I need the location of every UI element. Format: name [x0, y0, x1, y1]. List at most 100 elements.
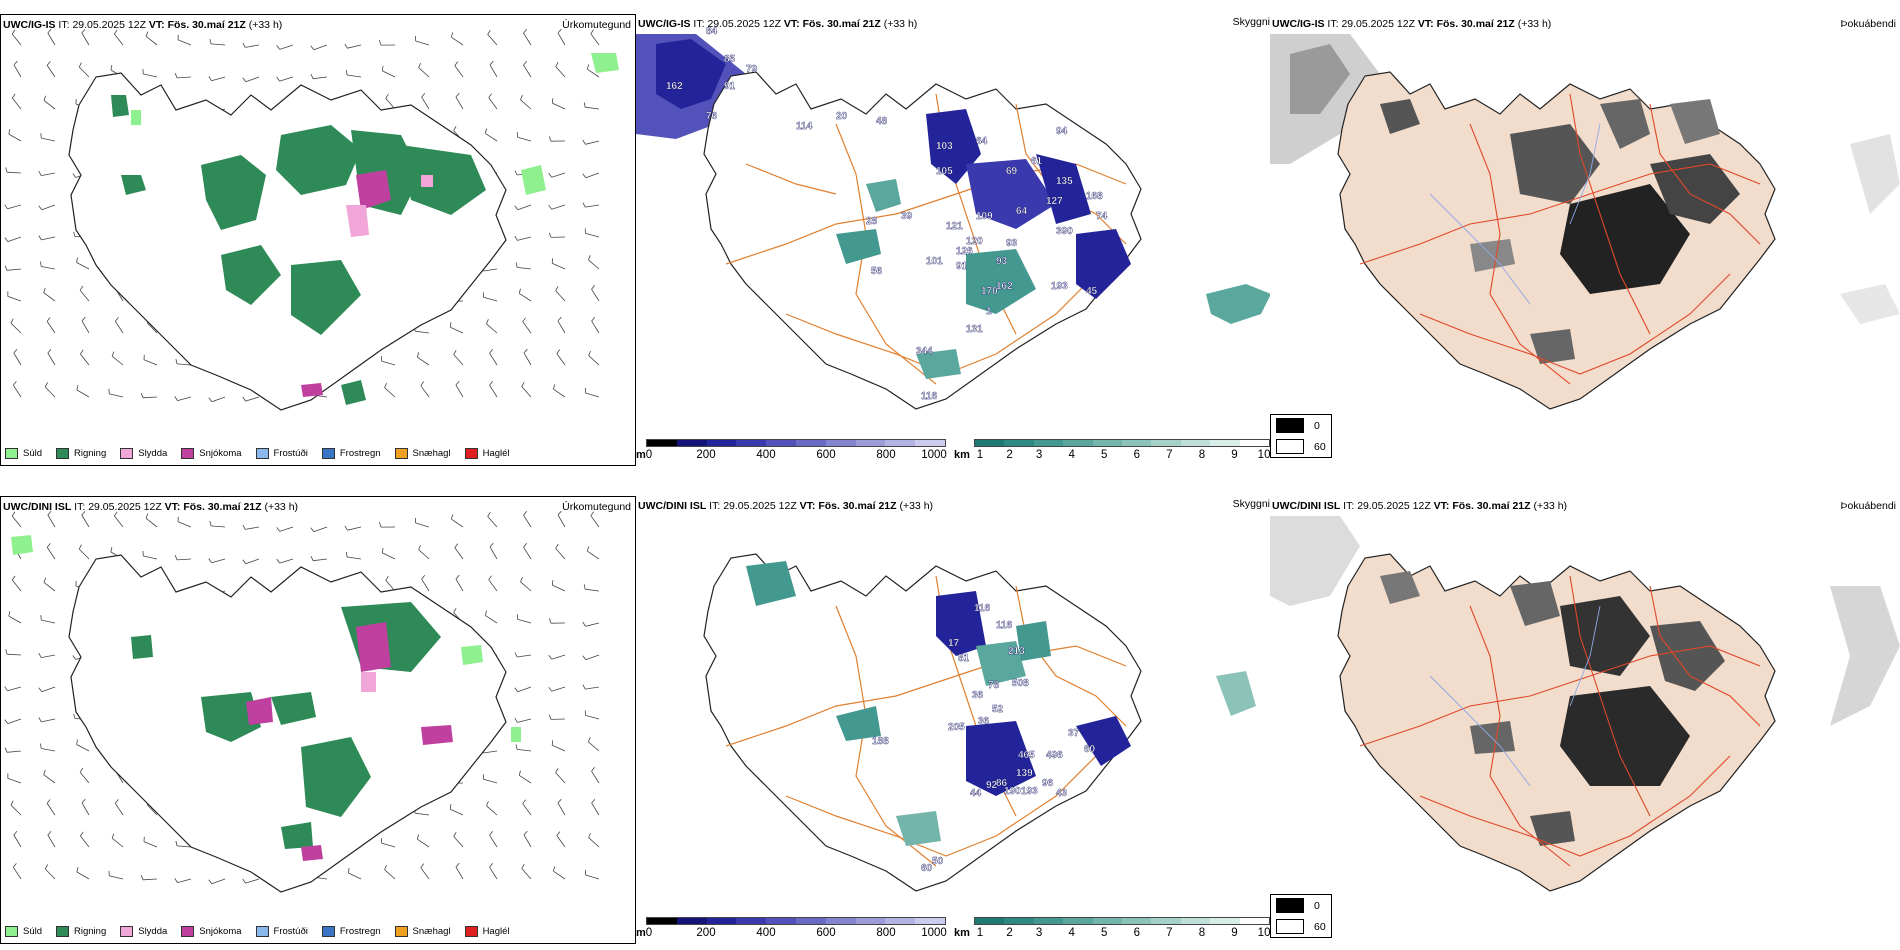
tick: 8 [1198, 927, 1206, 939]
colorbar-step [1239, 918, 1270, 924]
tick: 1000 [921, 449, 947, 461]
wind-barb [142, 396, 158, 399]
wind-barb [80, 353, 90, 366]
wind-barb-flag [384, 382, 387, 388]
wind-barb-flag [10, 318, 14, 324]
wind-barb [245, 878, 260, 884]
ceiling-value-label: 193 [1021, 786, 1038, 797]
wind-barb-flag [114, 317, 119, 322]
wind-barb-flag [548, 172, 553, 178]
legend-item-slydda: Slydda [120, 926, 167, 937]
wind-barb-flag [114, 511, 118, 517]
wind-barb [455, 384, 464, 398]
wind-barb-flag [488, 575, 492, 580]
wind-barb-flag [310, 74, 314, 79]
ceiling-value-label: 91 [724, 81, 736, 92]
ceiling-value-label: 135 [1056, 176, 1073, 187]
wind-barb [381, 842, 396, 848]
wind-barb-flag [557, 510, 562, 516]
wind-barb [211, 76, 226, 82]
tick: 0 [645, 449, 653, 461]
wind-barb [41, 266, 56, 270]
fog-sea-area [1830, 586, 1900, 726]
wind-barb [279, 76, 294, 82]
wind-barb-flag [208, 397, 213, 403]
wind-barb [521, 386, 532, 398]
ceiling-value-label: 84 [706, 26, 718, 37]
wind-barb [384, 387, 396, 398]
wind-barb-flag [582, 655, 587, 660]
colorbar-step [1033, 918, 1064, 924]
wind-barb-flag [175, 840, 178, 846]
tick: 3 [1035, 449, 1043, 461]
wind-barb-flag [310, 527, 315, 532]
ceiling-value-label: 93 [996, 256, 1008, 267]
wind-barb [47, 514, 56, 528]
wind-barb [591, 770, 600, 784]
colorbar-step [736, 440, 767, 446]
tick: 9 [1231, 449, 1238, 461]
wind-barb [41, 204, 56, 211]
colorbar-step [1033, 440, 1064, 446]
wind-barb-flag [522, 317, 526, 322]
wind-barb [46, 547, 56, 560]
wind-barb [517, 686, 532, 693]
wind-barb [11, 579, 22, 592]
wind-barb [483, 778, 498, 784]
wind-barb [7, 204, 22, 210]
wind-barb [587, 68, 600, 78]
wind-barb [415, 330, 430, 334]
wind-barb-flag [548, 654, 553, 660]
wind-barb-flag [487, 29, 491, 35]
swatch [120, 448, 134, 459]
wind-barb-flag [484, 128, 487, 134]
legend-item-rigning: Rigning [56, 448, 106, 459]
wind-barb [556, 835, 566, 848]
wind-barb [489, 384, 498, 398]
tick: 5 [1101, 449, 1108, 461]
colorbar-step [766, 918, 796, 924]
precip-map-bottom [4, 510, 600, 893]
wind-barb-flag [76, 257, 78, 263]
wind-barb [453, 836, 464, 848]
wind-barb [6, 653, 22, 656]
wind-barb [348, 872, 362, 880]
wind-barb-flag [38, 717, 42, 723]
wind-barb-flag [47, 510, 52, 516]
colorbar-step [1210, 918, 1240, 924]
wind-barb [552, 102, 566, 110]
precip-map-top [4, 28, 619, 411]
swatch [255, 448, 269, 459]
fog-legend: 0 60 [1270, 414, 1332, 458]
wind-barb [177, 39, 192, 46]
wind-barb-flag [549, 618, 552, 624]
ceiling-value-label: 213 [1008, 646, 1025, 657]
wind-barb [41, 619, 56, 624]
ceiling-value-label: 28 [866, 216, 878, 227]
colorbar-step [1151, 918, 1181, 924]
wind-barb [143, 555, 158, 560]
wind-barb-flag [385, 575, 389, 581]
ceiling-value-label: 162 [996, 281, 1013, 292]
wind-barb [591, 320, 600, 334]
wind-barb [585, 654, 600, 661]
wind-barb [415, 522, 430, 528]
wind-barb [585, 233, 600, 238]
tick: 6 [1133, 449, 1140, 461]
wind-barb [523, 514, 532, 528]
wind-barb-flag [76, 739, 78, 745]
tick: 400 [756, 927, 776, 939]
wind-barb-flag [73, 231, 76, 237]
wind-barb-flag [454, 61, 459, 66]
wind-barb [176, 76, 192, 79]
wind-barb-flag [276, 45, 281, 50]
swatch [394, 926, 408, 937]
ceiling-value-label: 17 [948, 638, 960, 649]
wind-barb [43, 292, 56, 302]
wind-barb [453, 354, 464, 366]
panel-parameter-label: Þokuábendi [1840, 500, 1896, 512]
ceiling-value-label: 120 [966, 236, 983, 247]
wind-barb [455, 578, 464, 592]
wind-barb [488, 579, 498, 592]
tick: 800 [876, 927, 896, 939]
